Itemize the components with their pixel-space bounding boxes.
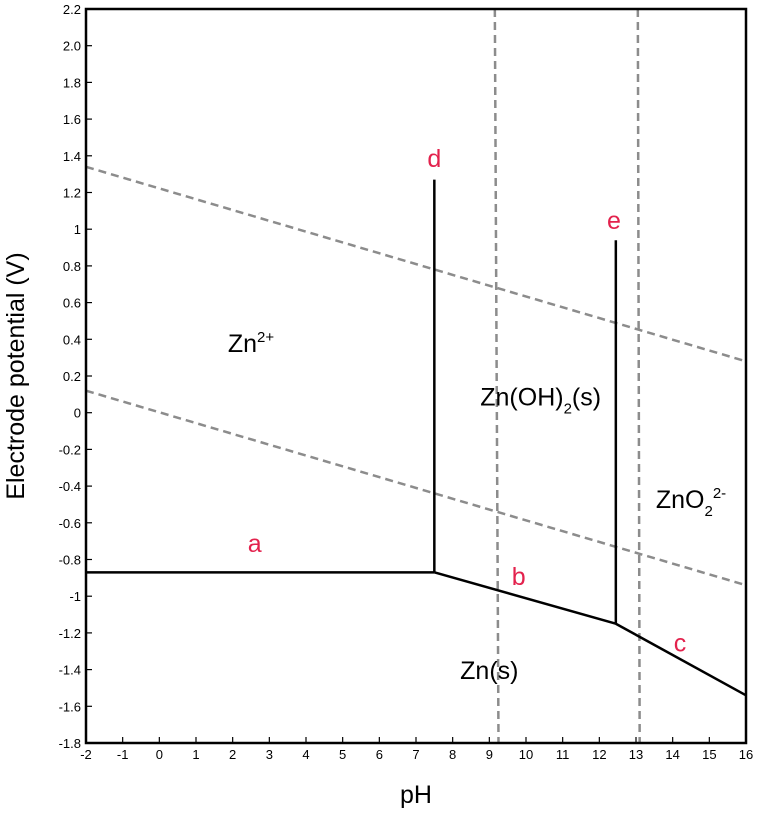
y-tick-label: -1.2 (59, 626, 81, 641)
boundary-line-b (433, 571, 617, 625)
y-tick-label: 2.0 (63, 39, 81, 54)
y-tick-label: -0.4 (59, 479, 81, 494)
x-tick-label: 9 (486, 747, 493, 762)
y-tick-label: -1.4 (59, 663, 81, 678)
line-label-c: c (674, 629, 687, 657)
x-tick-label: 6 (376, 747, 383, 762)
region-label: ZnO22- (656, 485, 726, 520)
dashed-line-1 (85, 165, 747, 363)
solid-lines (86, 179, 747, 697)
y-axis-title: Electrode potential (V) (2, 252, 30, 499)
y-tick-label: 1 (74, 222, 81, 237)
x-tick-label: 3 (266, 747, 273, 762)
region-labels: Zn2+ Zn(OH)2(s) ZnO22- Zn(s) (228, 329, 726, 685)
dashed-lines (85, 8, 747, 744)
y-tick-label: 0.6 (63, 296, 81, 311)
x-tick-label: 0 (156, 747, 163, 762)
x-tick-label: 14 (665, 747, 679, 762)
y-axis-ticks: 2.2 2.0 1.8 1.6 1.4 1.2 1 0.8 0.6 0.4 0.2 0 -0.2 -0.4… (59, 2, 92, 751)
y-tick-label: -1.6 (59, 699, 81, 714)
x-tick-label: 5 (339, 747, 346, 762)
y-tick-label: 1.2 (63, 186, 81, 201)
line-labels: a b c d e (248, 145, 687, 657)
line-label-d: d (427, 145, 441, 173)
y-tick-label: 1.4 (63, 149, 81, 164)
line-label-b: b (512, 563, 526, 591)
region-label: Zn(OH)2(s) (480, 383, 601, 417)
x-tick-label: 8 (449, 747, 456, 762)
x-tick-label: -2 (80, 747, 92, 762)
x-tick-label: 2 (229, 747, 236, 762)
y-tick-label: -0.8 (59, 553, 81, 568)
dashed-line-4 (636, 8, 641, 744)
y-tick-label: 0.8 (63, 259, 81, 274)
y-tick-label: -0.6 (59, 516, 81, 531)
dashed-line-3 (493, 8, 500, 744)
x-tick-label: 13 (629, 747, 643, 762)
x-axis-title: pH (400, 781, 432, 809)
x-tick-label: 15 (702, 747, 716, 762)
x-tick-label: 4 (302, 747, 309, 762)
y-tick-label: 2.2 (63, 2, 81, 17)
x-tick-label: 12 (592, 747, 606, 762)
y-tick-label: 1.8 (63, 75, 81, 90)
region-label: Zn2+ (228, 329, 275, 358)
x-axis-ticks: -2 -1 0 1 2 3 4 5 6 7 8 9 10 11 12 13 14 15 16 (80, 737, 753, 762)
x-tick-label: -1 (117, 747, 129, 762)
line-label-e: e (607, 207, 621, 235)
y-tick-label: 0 (74, 406, 81, 421)
y-tick-label: 0.4 (63, 332, 81, 347)
dashed-line-2 (85, 389, 747, 587)
x-tick-label: 16 (739, 747, 753, 762)
y-tick-label: 0.2 (63, 369, 81, 384)
y-tick-label: -1.8 (59, 736, 81, 751)
x-tick-label: 11 (556, 747, 570, 762)
y-tick-label: 1.6 (63, 112, 81, 127)
x-tick-label: 1 (192, 747, 199, 762)
y-tick-label: -0.2 (59, 442, 81, 457)
region-label: Zn(s) (460, 657, 518, 685)
x-tick-label: 7 (412, 747, 419, 762)
boundary-line-c (615, 622, 747, 697)
plot-frame (84, 7, 748, 745)
y-tick-label: -1 (69, 589, 81, 604)
line-label-a: a (248, 530, 262, 558)
x-tick-label: 10 (519, 747, 533, 762)
